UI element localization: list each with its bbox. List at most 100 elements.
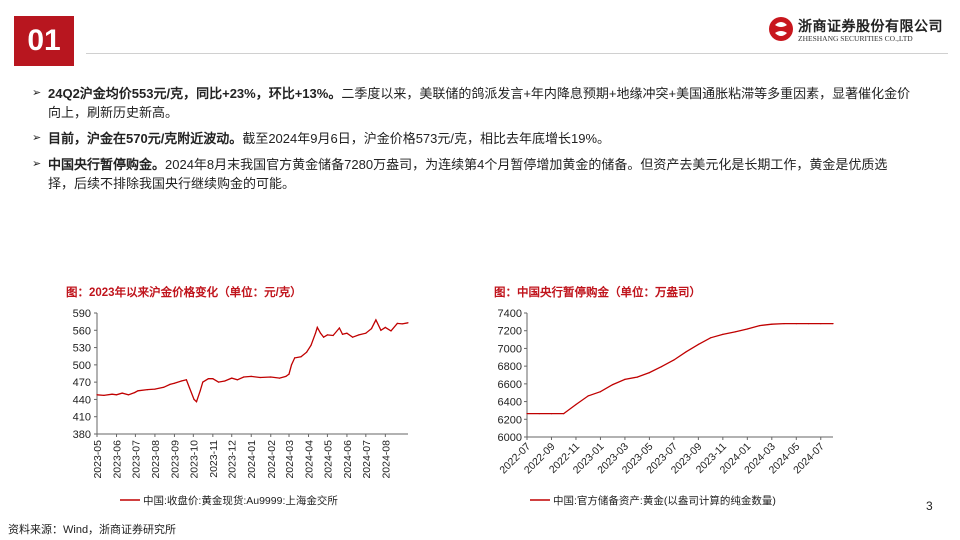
data-point bbox=[319, 332, 322, 334]
legend-label: 中国:收盘价:黄金现货:Au9999:上海金交所 bbox=[143, 494, 338, 507]
y-tick-label: 560 bbox=[73, 325, 91, 337]
data-point bbox=[185, 379, 187, 381]
x-tick-label: 2023-05 bbox=[92, 440, 104, 479]
data-point bbox=[224, 380, 226, 382]
bullet-item: ➢ 目前，沪金在570元/克附近波动。截至2024年9月6日，沪金价格573元/… bbox=[32, 129, 912, 148]
data-point bbox=[401, 323, 403, 325]
y-tick-label: 6800 bbox=[498, 361, 522, 373]
data-point bbox=[236, 379, 238, 381]
bullet-arrow-icon: ➢ bbox=[32, 87, 42, 99]
data-point bbox=[370, 328, 373, 330]
gold-reserve-series-line bbox=[527, 322, 833, 415]
y-tick-label: 530 bbox=[73, 343, 91, 355]
y-tick-label: 7000 bbox=[498, 343, 522, 355]
data-point bbox=[103, 394, 105, 396]
data-point bbox=[111, 393, 113, 395]
data-point bbox=[121, 392, 123, 394]
bullet-text: 2024年8月末我国官方黄金储备7280万盎司，为连续第4个月暂停增加黄金的储备… bbox=[48, 157, 888, 191]
data-point bbox=[407, 322, 409, 324]
data-point bbox=[759, 325, 761, 327]
data-point bbox=[807, 323, 810, 325]
data-point bbox=[300, 356, 302, 358]
section-number-badge: 01 bbox=[14, 16, 74, 66]
data-point bbox=[346, 332, 348, 334]
data-point bbox=[783, 323, 785, 325]
company-logo: 浙商证券股份有限公司 ZHESHANG SECURITIES CO.,LTD bbox=[768, 14, 948, 48]
data-point bbox=[365, 332, 367, 334]
data-point bbox=[771, 323, 773, 325]
x-tick-label: 2023-07 bbox=[130, 440, 142, 479]
y-tick-label: 7400 bbox=[498, 308, 522, 320]
data-point bbox=[146, 389, 148, 391]
data-point bbox=[127, 394, 130, 396]
legend-label: 中国:官方储备资产:黄金(以盎司计算的纯金数量) bbox=[553, 494, 776, 507]
data-point bbox=[250, 375, 252, 377]
data-point bbox=[199, 390, 201, 392]
data-point bbox=[550, 413, 553, 415]
data-point bbox=[746, 328, 748, 330]
data-point bbox=[358, 334, 360, 336]
data-point bbox=[270, 376, 272, 378]
x-tick-label: 2024-01 bbox=[246, 440, 258, 479]
data-point bbox=[380, 329, 382, 331]
bullet-highlight: 24Q2沪金均价553元/克，同比+23%，环比+13%。 bbox=[48, 86, 342, 101]
y-tick-label: 590 bbox=[73, 308, 91, 320]
y-tick-label: 380 bbox=[73, 429, 91, 441]
y-tick-label: 6200 bbox=[498, 414, 522, 426]
data-point bbox=[612, 384, 614, 386]
company-name-cn: 浙商证券股份有限公司 bbox=[798, 18, 943, 34]
data-point bbox=[173, 382, 175, 384]
chart-title-gold-reserve: 图：中国央行暂停购金（单位：万盎司） bbox=[494, 287, 701, 299]
bullet-item: ➢ 24Q2沪金均价553元/克，同比+23%，环比+13%。二季度以来，美联储… bbox=[32, 84, 912, 122]
chart-title-gold-price: 图：2023年以来沪金价格变化（单位：元/克） bbox=[66, 287, 302, 299]
data-point bbox=[290, 364, 293, 366]
page-number: 3 bbox=[926, 499, 933, 513]
data-point bbox=[673, 359, 675, 361]
data-point bbox=[134, 391, 136, 394]
data-point bbox=[648, 372, 650, 374]
data-point bbox=[207, 378, 209, 380]
data-point bbox=[285, 375, 287, 377]
x-tick-label: 2024-07 bbox=[361, 440, 373, 479]
gold-reserve-chart: 600062006400660068007000720074002022-072… bbox=[497, 308, 834, 507]
data-point bbox=[734, 331, 736, 333]
data-point bbox=[243, 376, 245, 378]
data-point bbox=[259, 376, 261, 379]
y-tick-label: 410 bbox=[73, 412, 91, 424]
gold-price-series-line bbox=[96, 318, 409, 403]
data-point bbox=[636, 376, 638, 378]
data-point bbox=[316, 326, 318, 328]
data-point bbox=[212, 378, 214, 380]
data-point bbox=[390, 330, 392, 332]
data-point bbox=[188, 387, 191, 389]
x-tick-label: 2023-09 bbox=[169, 440, 181, 479]
data-point bbox=[294, 357, 296, 359]
data-point bbox=[384, 326, 386, 328]
x-tick-label: 2024-02 bbox=[266, 440, 278, 479]
x-tick-label: 2023-12 bbox=[227, 440, 239, 479]
bullet-text: 截至2024年9月6日，沪金价格573元/克，相比去年底增长19%。 bbox=[242, 131, 611, 146]
bullet-highlight: 目前，沪金在570元/克附近波动。 bbox=[48, 131, 243, 146]
data-point bbox=[180, 380, 182, 382]
x-tick-label: 2024-04 bbox=[304, 440, 316, 479]
y-tick-label: 6000 bbox=[498, 432, 522, 444]
data-point bbox=[338, 327, 340, 329]
data-point bbox=[538, 413, 540, 415]
bullet-highlight: 中国央行暂停购金。 bbox=[48, 157, 166, 172]
data-point bbox=[352, 336, 354, 338]
x-tick-label: 2023-10 bbox=[188, 440, 200, 479]
data-point bbox=[832, 323, 834, 325]
data-point bbox=[202, 381, 204, 383]
data-point bbox=[332, 334, 334, 337]
data-point bbox=[169, 383, 171, 385]
data-point bbox=[587, 395, 589, 397]
logo-emblem-icon bbox=[769, 17, 793, 41]
data-point bbox=[217, 381, 220, 383]
company-name-en: ZHESHANG SECURITIES CO.,LTD bbox=[798, 34, 913, 43]
y-tick-label: 470 bbox=[73, 377, 91, 389]
x-tick-label: 2023-08 bbox=[150, 440, 162, 479]
data-point bbox=[624, 378, 626, 380]
data-point bbox=[326, 334, 328, 336]
y-tick-label: 500 bbox=[73, 360, 91, 372]
data-point bbox=[137, 390, 139, 392]
